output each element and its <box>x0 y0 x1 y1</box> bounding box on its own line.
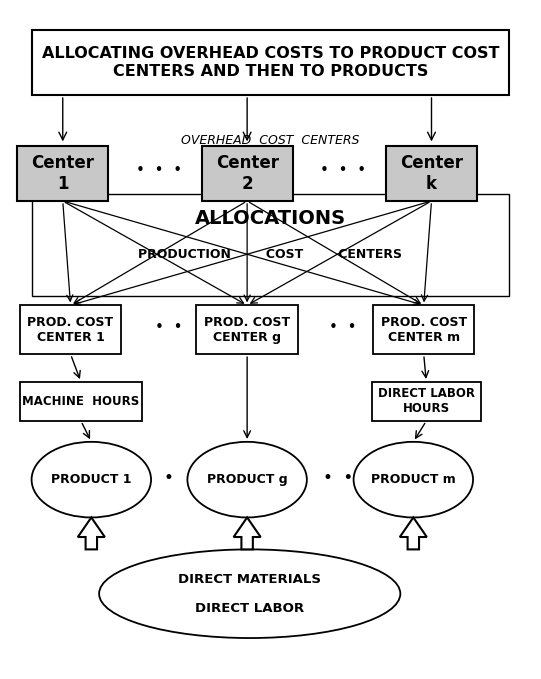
Text: ALLOCATING OVERHEAD COSTS TO PRODUCT COST
CENTERS AND THEN TO PRODUCTS: ALLOCATING OVERHEAD COSTS TO PRODUCT COS… <box>42 46 499 79</box>
Text: DIRECT LABOR: DIRECT LABOR <box>195 602 304 614</box>
FancyBboxPatch shape <box>202 145 293 201</box>
Text: PRODUCTION        COST        CENTERS: PRODUCTION COST CENTERS <box>138 249 403 261</box>
Text: •  •: • • <box>323 469 353 487</box>
Text: MACHINE  HOURS: MACHINE HOURS <box>22 395 140 408</box>
Text: DIRECT MATERIALS: DIRECT MATERIALS <box>178 573 321 586</box>
FancyBboxPatch shape <box>17 145 108 201</box>
FancyBboxPatch shape <box>20 306 121 354</box>
Ellipse shape <box>31 442 151 517</box>
Text: PROD. COST
CENTER g: PROD. COST CENTER g <box>204 316 290 344</box>
FancyArrow shape <box>400 517 427 549</box>
FancyBboxPatch shape <box>196 306 298 354</box>
FancyArrow shape <box>78 517 105 549</box>
Text: Center
1: Center 1 <box>31 154 94 193</box>
Text: ALLOCATIONS: ALLOCATIONS <box>195 209 346 228</box>
FancyBboxPatch shape <box>372 382 481 421</box>
FancyArrow shape <box>234 517 261 549</box>
Text: •  •: • • <box>155 320 183 335</box>
Ellipse shape <box>187 442 307 517</box>
Ellipse shape <box>354 442 473 517</box>
Text: PROD. COST
CENTER m: PROD. COST CENTER m <box>381 316 467 344</box>
FancyBboxPatch shape <box>20 382 142 421</box>
FancyBboxPatch shape <box>31 30 510 95</box>
Text: •  •: • • <box>329 320 357 335</box>
Text: OVERHEAD  COST  CENTERS: OVERHEAD COST CENTERS <box>181 134 360 147</box>
Text: PRODUCT m: PRODUCT m <box>371 473 456 486</box>
FancyBboxPatch shape <box>386 145 477 201</box>
Text: PROD. COST
CENTER 1: PROD. COST CENTER 1 <box>28 316 114 344</box>
FancyBboxPatch shape <box>373 306 474 354</box>
Ellipse shape <box>99 549 400 638</box>
Text: PRODUCT g: PRODUCT g <box>207 473 287 486</box>
FancyBboxPatch shape <box>31 194 510 295</box>
Text: Center
k: Center k <box>400 154 463 193</box>
Text: PRODUCT 1: PRODUCT 1 <box>51 473 131 486</box>
Text: •  •  •: • • • <box>136 162 182 177</box>
Text: DIRECT LABOR
HOURS: DIRECT LABOR HOURS <box>378 388 475 416</box>
Text: •  •  •: • • • <box>320 162 366 177</box>
Text: •  •: • • <box>164 469 195 487</box>
Text: Center
2: Center 2 <box>216 154 279 193</box>
